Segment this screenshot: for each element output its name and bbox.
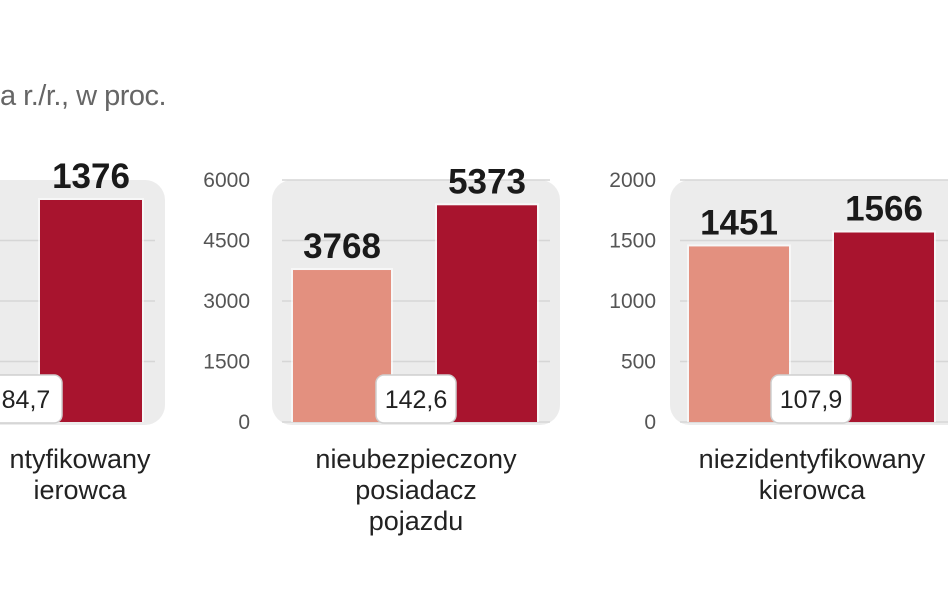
- y-tick-label: 1500: [609, 230, 656, 253]
- change-value: 107,9: [780, 386, 843, 414]
- y-tick-label: 3000: [203, 290, 250, 313]
- category-label: kierowca: [759, 475, 867, 505]
- chart-subtitle: a r./r., w proc.: [0, 80, 167, 112]
- change-badge: [770, 374, 852, 424]
- category-label: pojazdu: [369, 506, 464, 536]
- bar: [293, 270, 391, 422]
- y-tick-label: 1000: [609, 290, 656, 313]
- bar-value-label: 1376: [52, 157, 130, 196]
- category-label: ierowca: [33, 475, 127, 505]
- category-label: ntyfikowany: [9, 444, 151, 474]
- category-label: nieubezpieczony: [315, 444, 517, 474]
- category-label: niezidentyfikowany: [699, 444, 926, 474]
- y-tick-label: 0: [644, 411, 656, 434]
- y-tick-label: 2000: [609, 169, 656, 192]
- change-badge: [375, 374, 457, 424]
- chart-panel-1: 0 1500 3000 4500 6000 3768 5373 142,6 nieubezpie…: [203, 162, 560, 536]
- bar-value-label: 1451: [700, 203, 778, 242]
- y-tick-label: 1500: [203, 351, 250, 374]
- bar-value-label: 5373: [448, 162, 526, 201]
- bar-value-label: 3768: [303, 227, 381, 266]
- y-tick-label: 6000: [203, 169, 250, 192]
- category-label: posiadacz: [355, 475, 477, 505]
- change-value: 142,6: [385, 386, 448, 414]
- change-value: 84,7: [2, 386, 51, 414]
- y-tick-label: 500: [621, 351, 656, 374]
- y-tick-label: 4500: [203, 230, 250, 253]
- change-badge: [0, 374, 63, 424]
- chart-panel-2: 0 500 1000 1500 2000 1451 1566 107,9 niezidentyf…: [609, 169, 948, 505]
- y-tick-label: 0: [238, 411, 250, 434]
- bar-value-label: 1566: [845, 190, 923, 229]
